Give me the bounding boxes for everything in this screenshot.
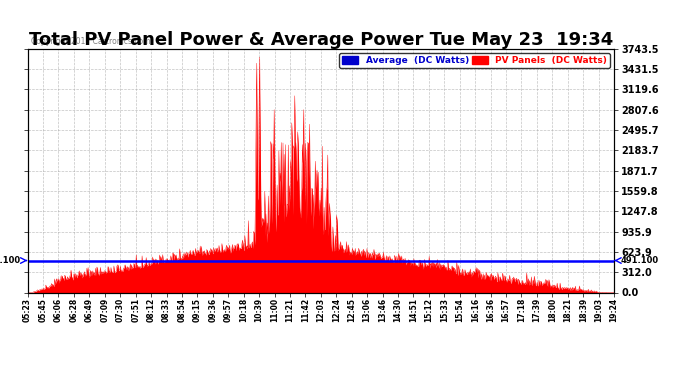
Legend: Average  (DC Watts), PV Panels  (DC Watts): Average (DC Watts), PV Panels (DC Watts) xyxy=(339,53,609,68)
Text: 491.100: 491.100 xyxy=(0,256,21,265)
Text: 491.100: 491.100 xyxy=(621,256,659,265)
Title: Total PV Panel Power & Average Power Tue May 23  19:34: Total PV Panel Power & Average Power Tue… xyxy=(29,31,613,49)
Text: Copyright 2017 Cartronics.com: Copyright 2017 Cartronics.com xyxy=(30,38,150,46)
